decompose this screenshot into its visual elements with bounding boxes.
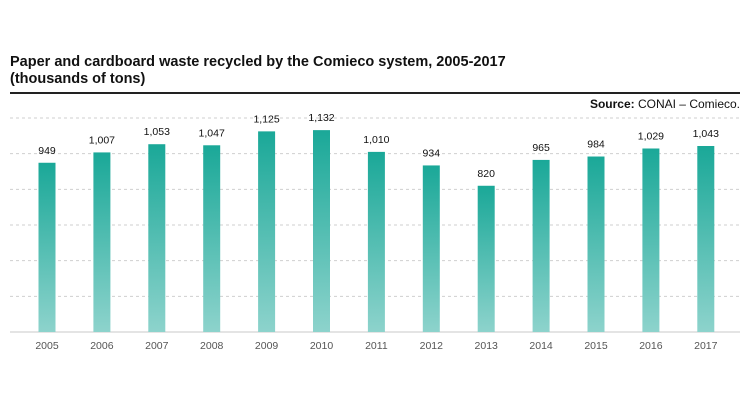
value-label: 1,043 bbox=[693, 128, 719, 140]
bar-2009 bbox=[258, 131, 276, 332]
bar-2010 bbox=[313, 130, 330, 332]
x-tick-label: 2006 bbox=[90, 340, 114, 352]
x-tick-label: 2010 bbox=[310, 340, 334, 352]
bar-2007 bbox=[148, 144, 166, 332]
value-labels: 949 1,007 1,053 1,047 1,125 1,132 1,010 934 820 9… bbox=[38, 112, 719, 180]
x-tick-label: 2014 bbox=[529, 340, 553, 352]
x-tick-label: 2007 bbox=[145, 340, 169, 352]
chart-title-line-1: Paper and cardboard waste recycled by th… bbox=[10, 54, 506, 70]
bar-2005 bbox=[38, 162, 56, 332]
value-label: 949 bbox=[38, 145, 56, 157]
x-tick-labels: 2005 2006 2007 2008 2009 2010 2011 2012 2013 2014… bbox=[35, 340, 717, 352]
bar-2006 bbox=[93, 152, 111, 332]
bar-2017 bbox=[697, 145, 715, 332]
x-tick-label: 2015 bbox=[584, 340, 608, 352]
source-label: Source: bbox=[589, 97, 635, 111]
bar-2011 bbox=[367, 151, 385, 332]
value-label: 1,053 bbox=[144, 126, 170, 138]
chart-title-line-2: (thousands of tons) bbox=[10, 71, 146, 87]
x-tick-label: 2005 bbox=[35, 340, 59, 352]
chart-title: Paper and cardboard waste recycled by th… bbox=[10, 54, 740, 88]
title-divider bbox=[10, 92, 740, 94]
x-tick-label: 2008 bbox=[200, 340, 224, 352]
value-label: 1,007 bbox=[89, 134, 115, 146]
x-tick-label: 2009 bbox=[255, 340, 279, 352]
source-note: Source: CONAI – Comieco. bbox=[590, 97, 740, 111]
value-label: 1,029 bbox=[638, 130, 664, 142]
x-tick-label: 2013 bbox=[475, 340, 499, 352]
bar-2015 bbox=[587, 156, 605, 332]
bar-2014 bbox=[532, 159, 550, 332]
value-label: 1,132 bbox=[308, 112, 334, 124]
bar-2012 bbox=[422, 165, 440, 332]
bar-2008 bbox=[203, 145, 221, 332]
value-label: 965 bbox=[532, 142, 550, 154]
x-tick-label: 2016 bbox=[639, 340, 663, 352]
value-label: 1,125 bbox=[253, 113, 279, 125]
value-label: 984 bbox=[587, 139, 605, 151]
value-label: 820 bbox=[477, 168, 495, 180]
value-label: 1,047 bbox=[199, 127, 225, 139]
bars bbox=[38, 130, 715, 332]
source-text: CONAI – Comieco. bbox=[637, 97, 740, 111]
value-label: 1,010 bbox=[363, 134, 389, 146]
bar-2013 bbox=[477, 185, 495, 332]
x-tick-label: 2012 bbox=[420, 340, 444, 352]
x-tick-label: 2017 bbox=[694, 340, 718, 352]
x-tick-label: 2011 bbox=[365, 340, 388, 352]
gridlines bbox=[10, 117, 740, 333]
value-label: 934 bbox=[423, 147, 441, 159]
bar-2016 bbox=[642, 148, 660, 332]
